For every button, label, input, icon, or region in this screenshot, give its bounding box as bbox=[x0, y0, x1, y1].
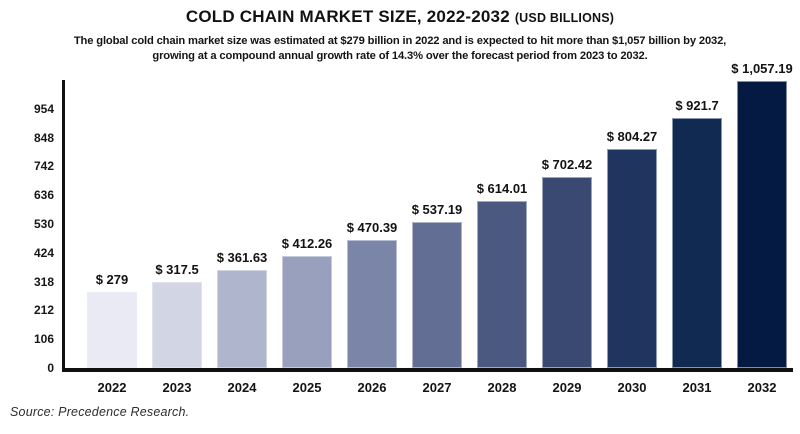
bar-2026 bbox=[347, 240, 397, 368]
bar-value-label-2024: $ 361.63 bbox=[216, 249, 268, 265]
x-axis-label-2028: 2028 bbox=[487, 380, 517, 395]
x-axis-label-2026: 2026 bbox=[357, 380, 387, 395]
bar-value-label-2023: $ 317.5 bbox=[155, 261, 199, 277]
x-axis-label-2024: 2024 bbox=[227, 380, 257, 395]
bar-value-label-2029: $ 702.42 bbox=[541, 157, 593, 173]
bar-value-label-2028: $ 614.01 bbox=[476, 181, 528, 197]
chart-unit-note: (USD BILLIONS) bbox=[514, 11, 615, 25]
y-tick-label: 212 bbox=[33, 303, 54, 318]
bar-2024 bbox=[217, 269, 267, 368]
bar-value-label-2025: $ 412.26 bbox=[281, 235, 333, 251]
y-tick-label: 742 bbox=[33, 159, 54, 174]
subtitle-line-1: The global cold chain market size was es… bbox=[73, 35, 727, 47]
y-tick-label: 848 bbox=[33, 130, 54, 145]
bar-2025 bbox=[282, 255, 332, 368]
x-axis-label-2030: 2030 bbox=[617, 380, 647, 395]
x-axis-line bbox=[62, 368, 793, 372]
y-axis-line bbox=[62, 80, 65, 372]
y-tick-label: 954 bbox=[33, 101, 54, 116]
y-tick-label: 318 bbox=[33, 274, 54, 289]
bar-value-label-2027: $ 537.19 bbox=[411, 202, 463, 218]
source-credit: Source: Precedence Research. bbox=[10, 405, 190, 419]
bar-2027 bbox=[412, 222, 462, 368]
bar-value-label-2022: $ 279 bbox=[95, 272, 129, 288]
x-axis-label-2032: 2032 bbox=[747, 380, 777, 395]
x-axis-label-2023: 2023 bbox=[162, 380, 192, 395]
x-axis-label-2031: 2031 bbox=[682, 380, 712, 395]
bar-value-label-2032: $ 1,057.19 bbox=[731, 60, 793, 76]
y-tick-label: 530 bbox=[33, 217, 54, 231]
y-tick-label: 636 bbox=[33, 188, 54, 203]
y-tick-label: 424 bbox=[33, 245, 54, 260]
bar-2029 bbox=[542, 177, 592, 368]
bar-value-label-2026: $ 470.39 bbox=[346, 220, 398, 236]
chart-title: COLD CHAIN MARKET SIZE, 2022-2032 (USD B… bbox=[0, 7, 800, 27]
y-tick-label: 106 bbox=[33, 332, 54, 347]
bar-2032 bbox=[737, 80, 787, 368]
bar-2031 bbox=[672, 117, 722, 368]
x-axis-label-2025: 2025 bbox=[292, 380, 322, 395]
bar-value-label-2031: $ 921.7 bbox=[675, 97, 719, 113]
x-axis-label-2027: 2027 bbox=[422, 380, 452, 395]
x-axis-label-2022: 2022 bbox=[97, 380, 127, 395]
chart-subtitle: The global cold chain market size was es… bbox=[0, 34, 800, 64]
x-axis-label-2029: 2029 bbox=[552, 380, 582, 395]
bar-value-label-2030: $ 804.27 bbox=[606, 129, 658, 145]
y-tick-label: 0 bbox=[47, 361, 54, 375]
chart-title-text: COLD CHAIN MARKET SIZE, 2022-2032 bbox=[185, 7, 510, 26]
bar-2030 bbox=[607, 149, 657, 368]
bar-2028 bbox=[477, 201, 527, 368]
subtitle-line-2: growing at a compound annual growth rate… bbox=[152, 50, 648, 62]
bar-2023 bbox=[152, 281, 202, 368]
bar-2022 bbox=[87, 292, 137, 368]
